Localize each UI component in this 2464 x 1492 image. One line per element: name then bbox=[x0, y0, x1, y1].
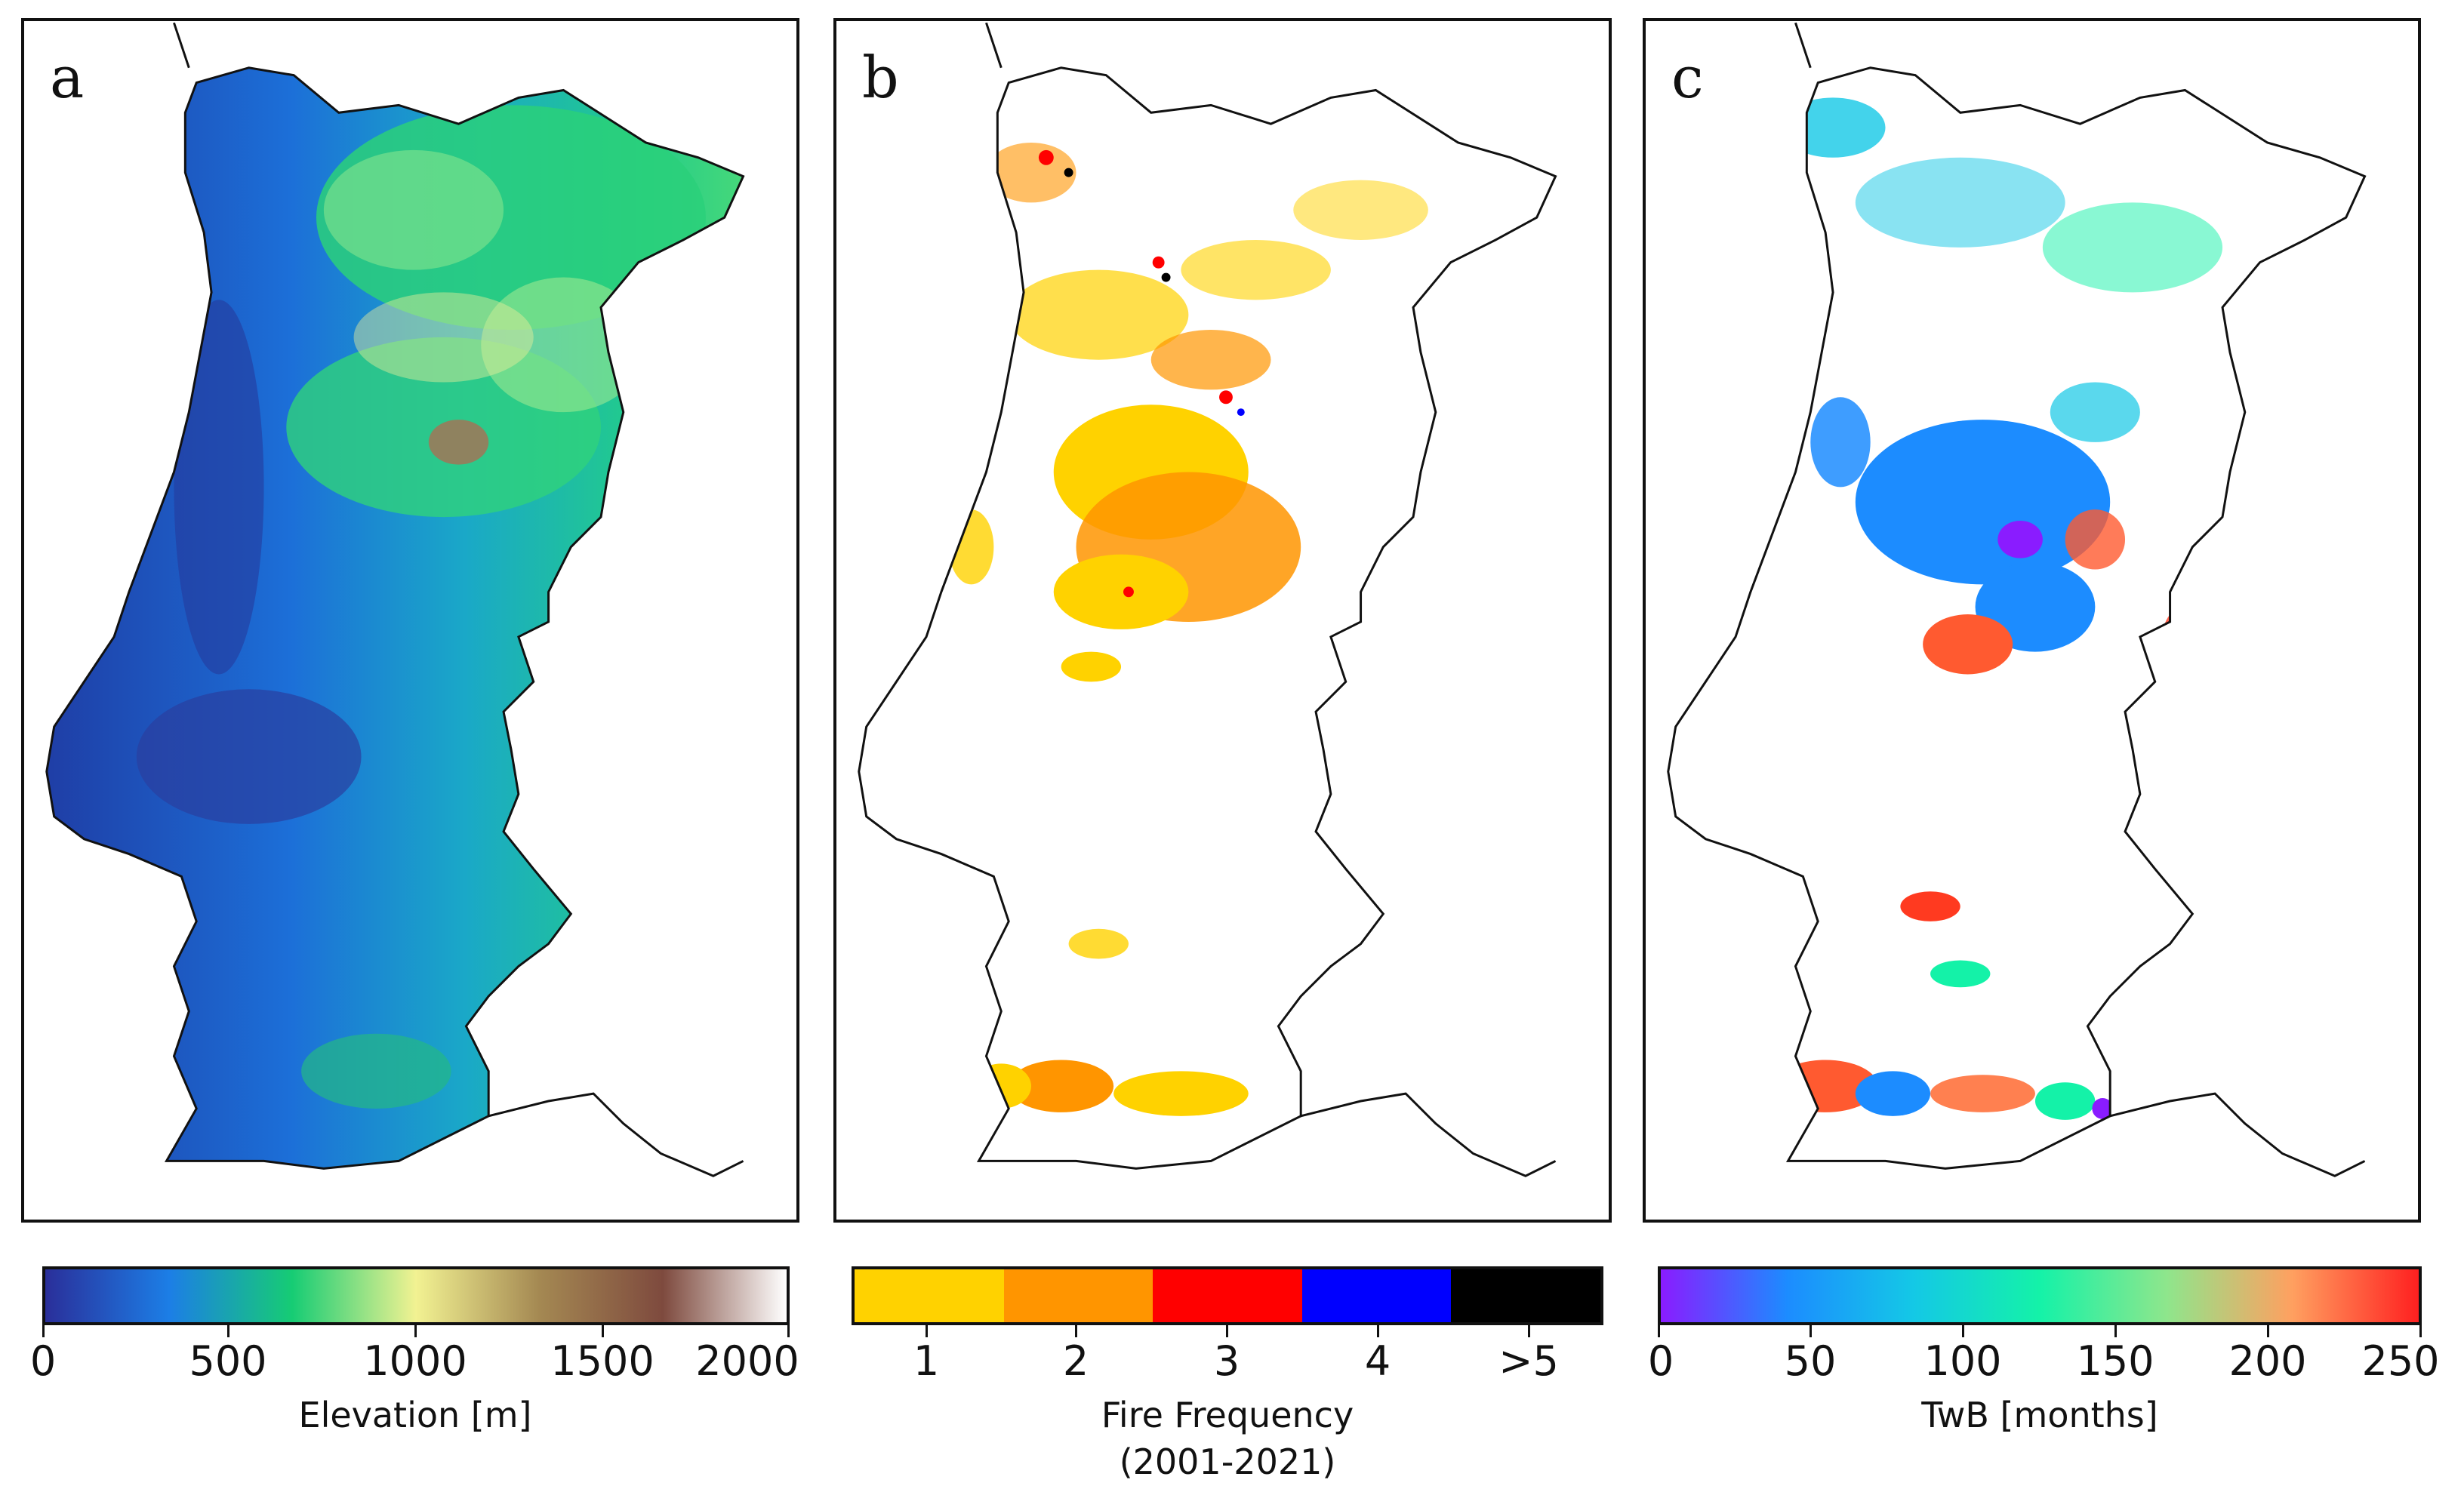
fire-frequency-tick-label: 2 bbox=[1062, 1337, 1089, 1385]
twb-map bbox=[1667, 22, 2367, 1177]
elevation-tick-label: 500 bbox=[189, 1337, 267, 1385]
fire-frequency-tick-label: 1 bbox=[913, 1337, 940, 1385]
twb-tick-label: 150 bbox=[2076, 1337, 2154, 1385]
elevation-tick bbox=[414, 1325, 417, 1337]
spain-border-lines bbox=[985, 22, 1557, 1177]
spain-border-lines bbox=[1794, 22, 2366, 1177]
elevation-tick bbox=[42, 1325, 45, 1337]
twb-colorbar-title: TwB [months] bbox=[1921, 1395, 2158, 1435]
twb-tick-label: 0 bbox=[1647, 1337, 1674, 1385]
fire-frequency-tick bbox=[1377, 1325, 1379, 1337]
elevation-colorbar-title: Elevation [m] bbox=[298, 1395, 532, 1435]
elevation-map bbox=[45, 22, 745, 1177]
twb-tick bbox=[1658, 1325, 1660, 1337]
elevation-tick-label: 1500 bbox=[550, 1337, 654, 1385]
fire-frequency-tick-label: 3 bbox=[1213, 1337, 1240, 1385]
elevation-tick bbox=[602, 1325, 604, 1337]
elevation-tick-label: 2000 bbox=[695, 1337, 799, 1385]
fire-patches bbox=[948, 142, 1428, 1116]
fire-frequency-colorbar-subtitle: (2001-2021) bbox=[1119, 1441, 1336, 1482]
elevation-tick bbox=[227, 1325, 229, 1337]
twb-tick-label: 50 bbox=[1784, 1337, 1837, 1385]
fire-frequency-tick bbox=[1075, 1325, 1077, 1337]
twb-patches bbox=[1773, 97, 2223, 1120]
fire-frequency-swatch-3 bbox=[1153, 1269, 1302, 1322]
fire-frequency-tick-label: 4 bbox=[1364, 1337, 1391, 1385]
panel-letter-b: b bbox=[862, 44, 899, 111]
spain-border-lines bbox=[173, 22, 744, 1177]
fire-frequency-swatch-2 bbox=[1003, 1269, 1153, 1322]
fire-frequency-map bbox=[858, 22, 1557, 1177]
twb-tick-label: 200 bbox=[2228, 1337, 2307, 1385]
panel-letter-c: c bbox=[1671, 44, 1704, 111]
elevation-map-panel: a bbox=[21, 18, 799, 1223]
portugal-border bbox=[45, 66, 745, 1170]
twb-tick bbox=[2114, 1325, 2117, 1337]
elevation-colorbar bbox=[42, 1266, 790, 1325]
elevation-tick-label: 1000 bbox=[363, 1337, 467, 1385]
fire-frequency-map-panel: b bbox=[833, 18, 1612, 1223]
portugal-border bbox=[858, 66, 1557, 1170]
twb-tick bbox=[2419, 1325, 2422, 1337]
portugal-border bbox=[1667, 66, 2367, 1170]
fire-frequency-swatch-4 bbox=[1301, 1269, 1452, 1322]
fire-frequency-colorbar-title: Fire Frequency bbox=[1101, 1395, 1354, 1435]
fire-frequency-colorbar bbox=[852, 1266, 1603, 1325]
fire-frequency-swatch-5 bbox=[1451, 1269, 1600, 1322]
fire-frequency-tick bbox=[1226, 1325, 1228, 1337]
twb-tick-label: 100 bbox=[1923, 1337, 2002, 1385]
twb-tick bbox=[1962, 1325, 1964, 1337]
elevation-tick-label: 0 bbox=[29, 1337, 57, 1385]
fire-frequency-tick-label: >5 bbox=[1498, 1337, 1559, 1385]
elevation-tick bbox=[787, 1325, 790, 1337]
fire-frequency-tick bbox=[1528, 1325, 1530, 1337]
twb-tick-label: 250 bbox=[2361, 1337, 2440, 1385]
twb-tick bbox=[1810, 1325, 1812, 1337]
twb-map-panel: c bbox=[1643, 18, 2421, 1223]
fire-frequency-swatch-1 bbox=[855, 1269, 1004, 1322]
twb-colorbar bbox=[1658, 1266, 2422, 1325]
fire-frequency-tick bbox=[926, 1325, 928, 1337]
twb-tick bbox=[2267, 1325, 2269, 1337]
panel-letter-a: a bbox=[50, 44, 85, 111]
elevation-highlands bbox=[136, 105, 706, 1109]
